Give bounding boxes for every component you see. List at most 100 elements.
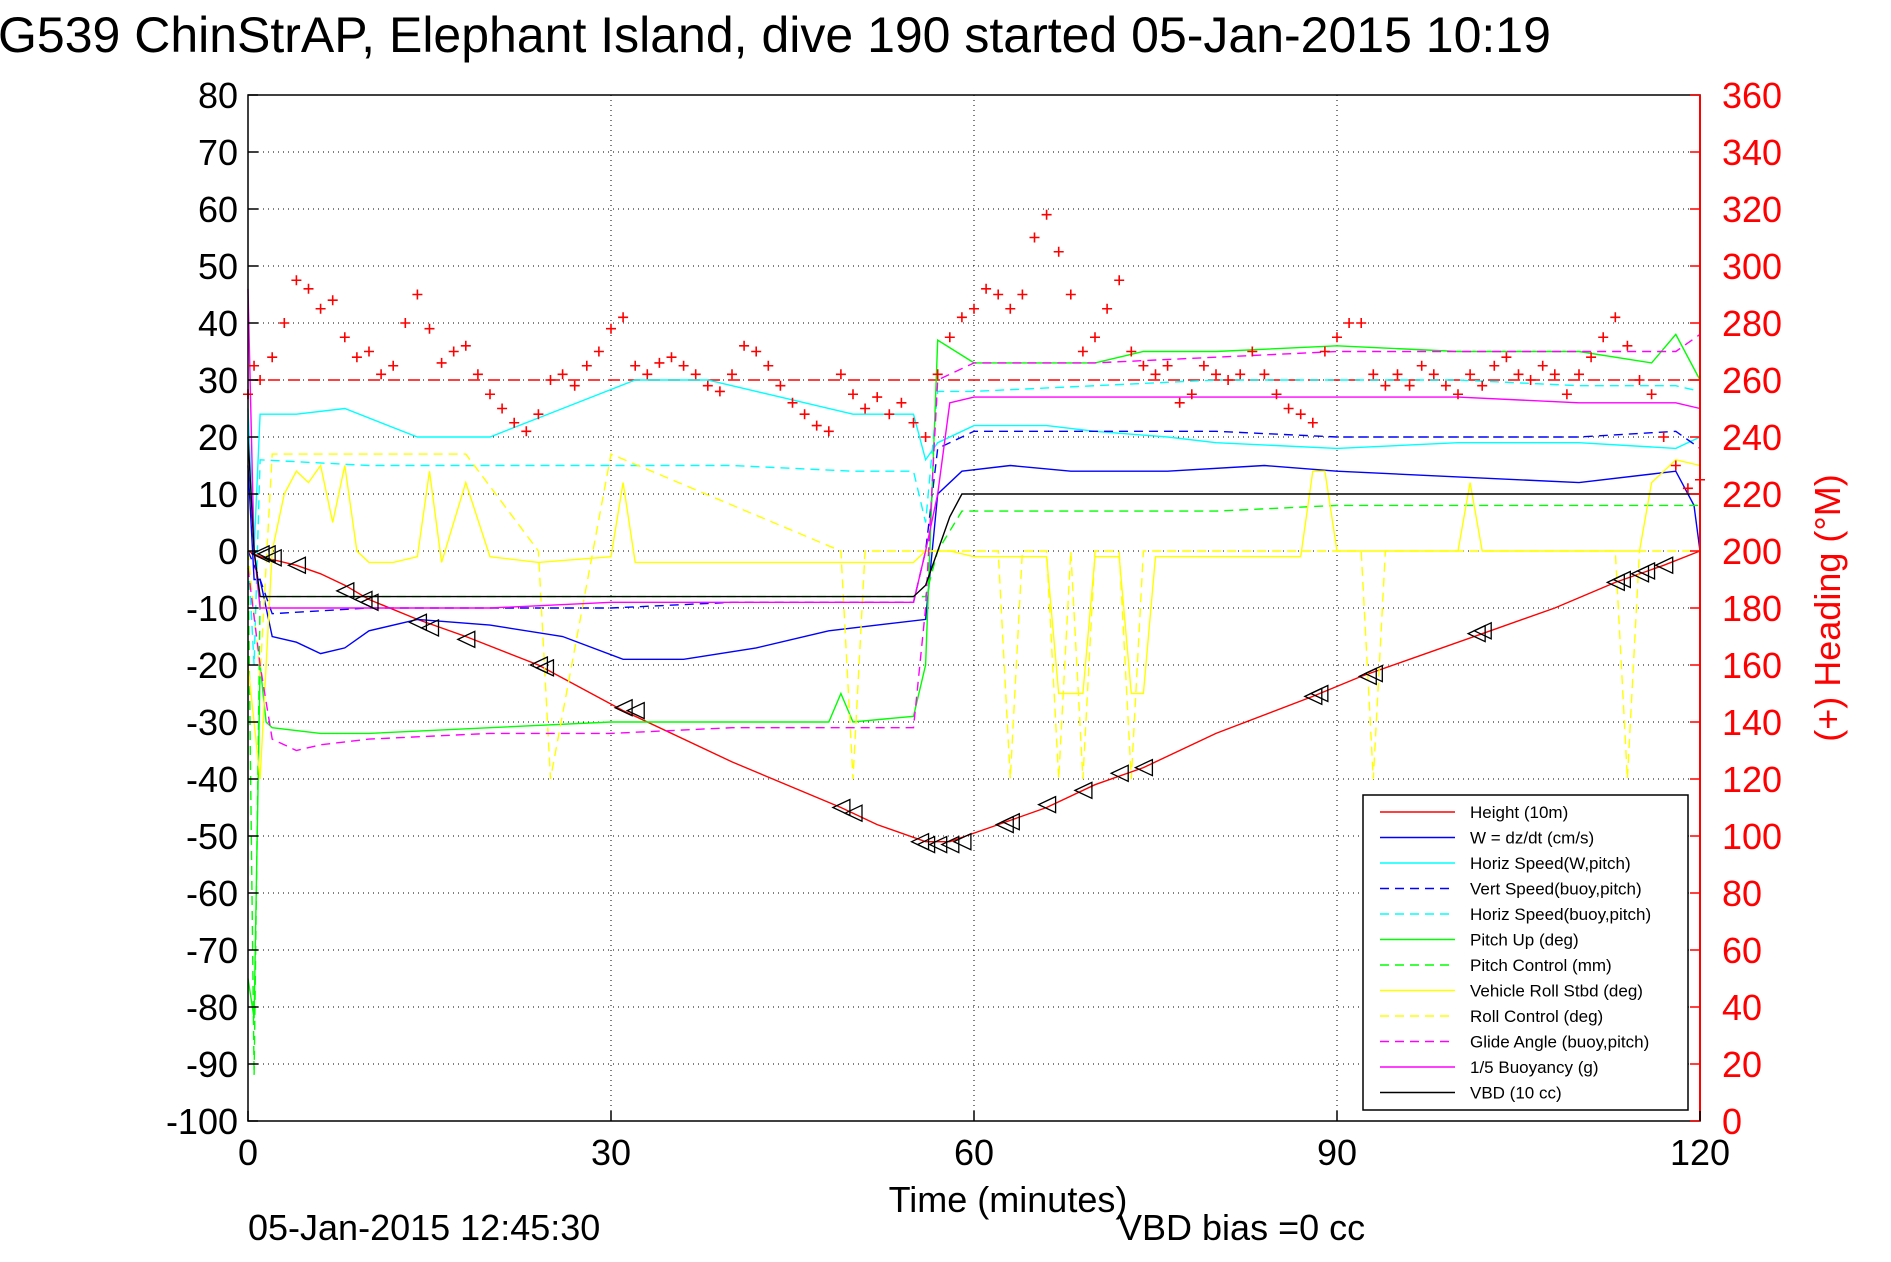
- triangle-marker: [1309, 684, 1329, 703]
- heading-point: [944, 332, 955, 343]
- y-tick-label: 70: [198, 132, 238, 173]
- heading-point: [497, 403, 508, 414]
- x-tick-label: 30: [591, 1132, 631, 1173]
- heading-point: [739, 340, 750, 351]
- heading-point: [1586, 352, 1597, 363]
- right-tick-label: 120: [1722, 759, 1782, 800]
- heading-point: [1356, 318, 1367, 328]
- right-tick-label: 260: [1722, 360, 1782, 401]
- heading-point: [630, 360, 641, 371]
- triangle-marker: [1073, 781, 1093, 800]
- heading-point: [823, 426, 834, 437]
- y-tick-label: -80: [186, 987, 238, 1028]
- x-axis-label: Time (minutes): [889, 1179, 1128, 1220]
- heading-point: [267, 352, 278, 363]
- right-tick-label: 220: [1722, 474, 1782, 515]
- heading-point: [642, 369, 653, 380]
- heading-point: [1235, 369, 1246, 380]
- heading-point: [1392, 369, 1403, 380]
- heading-point: [291, 275, 302, 286]
- heading-point: [327, 295, 338, 306]
- heading-point: [1440, 380, 1451, 391]
- heading-point: [1501, 352, 1512, 363]
- triangle-marker: [262, 548, 282, 567]
- heading-point: [860, 403, 871, 414]
- right-tick-label: 340: [1722, 132, 1782, 173]
- triangle-marker: [952, 832, 972, 851]
- right-tick-label: 40: [1722, 987, 1762, 1028]
- triangle-marker: [534, 658, 555, 677]
- heading-point: [509, 417, 520, 428]
- heading-point: [872, 392, 883, 403]
- right-tick-label: 160: [1722, 645, 1782, 686]
- heading-point: [412, 289, 423, 300]
- y-tick-label: -100: [166, 1101, 238, 1142]
- right-tick-label: 0: [1722, 1101, 1742, 1142]
- heading-point: [1344, 318, 1355, 328]
- y-tick-label: -20: [186, 645, 238, 686]
- heading-point: [1198, 360, 1209, 371]
- heading-point: [521, 426, 532, 437]
- right-tick-label: 300: [1722, 246, 1782, 287]
- heading-point: [727, 369, 737, 380]
- legend-label-1: W = dz/dt (cm/s): [1470, 829, 1594, 848]
- y-tick-label: 20: [198, 417, 238, 458]
- heading-point: [654, 357, 665, 368]
- heading-point: [315, 303, 326, 314]
- heading-point: [1162, 360, 1173, 371]
- right-tick-label: 60: [1722, 930, 1762, 971]
- series-line-10: [247, 288, 1701, 609]
- footer-timestamp: 05-Jan-2015 12:45:30: [248, 1207, 600, 1248]
- heading-point: [460, 340, 471, 351]
- triangle-marker: [1472, 621, 1492, 640]
- legend-label-4: Horiz Speed(buoy,pitch): [1470, 905, 1651, 924]
- right-tick-label: 360: [1722, 75, 1782, 116]
- series-line-4: [247, 379, 1701, 666]
- triangle-marker: [928, 835, 948, 854]
- right-tick-label: 140: [1722, 702, 1782, 743]
- legend-box: [1362, 794, 1689, 1111]
- heading-point: [388, 360, 399, 371]
- series-line-9: [247, 333, 1701, 752]
- heading-point: [339, 332, 350, 343]
- heading-point: [932, 369, 943, 380]
- heading-point: [799, 409, 810, 420]
- right-tick-label: 180: [1722, 588, 1782, 629]
- series-line-8: [247, 453, 1700, 780]
- heading-point: [1658, 432, 1669, 442]
- heading-point: [969, 303, 979, 314]
- heading-point: [557, 369, 568, 380]
- heading-point: [581, 360, 592, 371]
- triangle-marker: [456, 630, 476, 649]
- heading-point: [400, 318, 411, 328]
- series-layer: [247, 288, 1701, 1076]
- tick-layer: 80706050403020100-10-20-30-40-50-60-70-8…: [166, 75, 1782, 1173]
- series-line-1: [247, 464, 1701, 660]
- heading-point: [448, 346, 459, 357]
- legend-label-9: Glide Angle (buoy,pitch): [1470, 1033, 1649, 1052]
- series-line-6: [247, 504, 1700, 1076]
- heading-point: [533, 409, 544, 420]
- heading-point: [1428, 369, 1439, 380]
- triangle-marker: [256, 544, 276, 563]
- heading-point: [1404, 380, 1415, 391]
- heading-point: [1114, 275, 1125, 286]
- triangle-marker: [1363, 664, 1383, 683]
- heading-point: [436, 357, 447, 368]
- right-tick-label: 200: [1722, 531, 1782, 572]
- heading-point: [1053, 246, 1064, 257]
- triangle-marker: [916, 835, 936, 854]
- heading-point: [1380, 380, 1391, 391]
- heading-point: [1549, 369, 1560, 380]
- heading-point: [1247, 346, 1258, 357]
- heading-point: [1259, 369, 1270, 380]
- heading-point: [1077, 346, 1088, 357]
- triangle-marker: [1133, 758, 1154, 777]
- heading-point: [763, 360, 774, 371]
- y-tick-label: -90: [186, 1044, 238, 1085]
- heading-point: [920, 432, 931, 442]
- triangle-marker: [419, 618, 440, 637]
- heading-point: [606, 323, 616, 334]
- heading-point: [472, 369, 483, 380]
- heading-point: [424, 323, 435, 334]
